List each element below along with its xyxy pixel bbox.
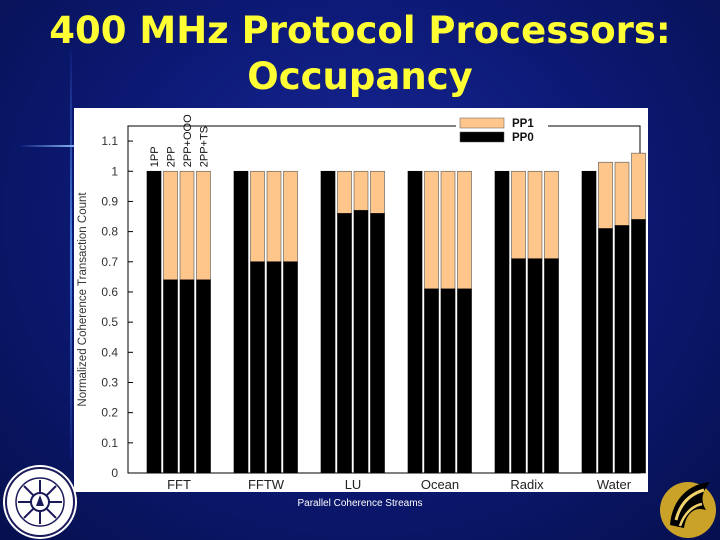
bar-pp0-2-2 — [353, 210, 369, 474]
chart-panel: 0 0.1 0.2 0.3 0.4 0.5 0.6 0.7 0.8 0.9 1 1.1 Normaliz… — [74, 108, 648, 492]
y-tick-label-3: 0.3 — [101, 375, 118, 389]
category-label-0: FFT — [167, 477, 191, 492]
y-tick-label-2: 0.2 — [101, 406, 118, 420]
category-label-5: Water — [597, 477, 632, 492]
bar-pp0-2-1 — [337, 213, 352, 474]
bar-pp1-2-1 — [337, 170, 352, 214]
y-tick-label-10: 1 — [111, 164, 118, 178]
bar-pp1-3-2 — [440, 170, 456, 290]
bar-pp0-5-2 — [614, 225, 630, 474]
bar-pp1-2-2 — [353, 170, 369, 211]
bar-pp0-5-1 — [598, 228, 613, 474]
category-label-1: FFTW — [248, 477, 285, 492]
bar-pp1-5-3 — [631, 152, 646, 220]
bar-pp0-2-0 — [320, 170, 336, 474]
slide-title: 400 MHz Protocol Processors: Occupancy — [0, 8, 720, 100]
bar-pp1-0-1 — [163, 170, 178, 281]
bar-pp1-3-1 — [424, 170, 439, 290]
y-tick-label-7: 0.7 — [101, 255, 118, 269]
y-tick-label-6: 0.6 — [101, 285, 118, 299]
category-label-4: Radix — [510, 477, 544, 492]
slide-footer: Parallel Coherence Streams — [297, 498, 423, 509]
legend-swatch-pp1 — [459, 117, 505, 129]
pegasus-logo — [660, 482, 716, 538]
config-label-2: 2PP+OOO — [182, 114, 194, 167]
y-tick-label-1: 0.1 — [101, 436, 118, 450]
bar-pp1-5-1 — [598, 161, 613, 229]
y-tick-label-5: 0.5 — [101, 315, 118, 329]
occupancy-chart: 0 0.1 0.2 0.3 0.4 0.5 0.6 0.7 0.8 0.9 1 1.1 Normaliz… — [77, 114, 646, 492]
bar-pp0-5-3 — [631, 219, 646, 474]
bar-pp0-0-0 — [146, 170, 162, 474]
bar-pp1-4-2 — [527, 170, 543, 260]
y-tick-label-9: 0.9 — [101, 194, 118, 208]
bar-pp0-3-1 — [424, 288, 439, 474]
bar-pp0-4-1 — [511, 258, 526, 474]
y-tick-label-8: 0.8 — [101, 225, 118, 239]
institute-seal-logo — [3, 465, 77, 539]
config-label-0: 1PP — [149, 146, 161, 167]
legend-swatch-pp0 — [459, 131, 505, 143]
bar-pp1-3-3 — [457, 170, 472, 290]
category-label-3: Ocean — [421, 477, 459, 492]
bar-pp1-1-3 — [283, 170, 298, 263]
slide-title-line-1: 400 MHz Protocol Processors: — [49, 9, 671, 52]
bar-pp0-1-3 — [283, 261, 298, 474]
bar-pp0-2-3 — [370, 213, 385, 474]
decorative-vertical-line — [70, 50, 72, 460]
bar-pp0-0-3 — [196, 279, 211, 474]
bar-pp0-5-0 — [581, 170, 597, 474]
bar-pp0-4-3 — [544, 258, 559, 474]
bar-pp0-1-1 — [250, 261, 265, 474]
bar-pp0-4-0 — [494, 170, 510, 474]
y-axis-label: Normalized Coherence Transaction Count — [77, 192, 89, 407]
bar-pp0-1-0 — [233, 170, 249, 474]
legend-label-pp1: PP1 — [512, 118, 534, 130]
config-label-1: 2PP — [166, 146, 178, 167]
bar-pp0-4-2 — [527, 258, 543, 474]
bar-pp1-0-2 — [179, 170, 195, 281]
y-tick-label-4: 0.4 — [101, 345, 118, 359]
y-tick-label-11: 1.1 — [101, 134, 118, 148]
bar-pp0-3-0 — [407, 170, 423, 474]
bar-pp1-2-3 — [370, 170, 385, 214]
legend-label-pp0: PP0 — [512, 132, 534, 144]
bar-pp1-1-1 — [250, 170, 265, 263]
bar-pp1-0-3 — [196, 170, 211, 281]
y-tick-label-0: 0 — [111, 466, 118, 480]
bar-pp1-4-3 — [544, 170, 559, 260]
bar-pp0-1-2 — [266, 261, 282, 474]
bar-pp0-3-2 — [440, 288, 456, 474]
bar-pp0-0-1 — [163, 279, 178, 474]
category-label-2: LU — [345, 477, 362, 492]
slide-title-line-2: Occupancy — [247, 55, 473, 98]
bar-pp1-4-1 — [511, 170, 526, 260]
bar-pp1-5-2 — [614, 161, 630, 226]
bar-pp1-1-2 — [266, 170, 282, 263]
bar-pp0-3-3 — [457, 288, 472, 474]
bar-pp0-0-2 — [179, 279, 195, 474]
config-label-3: 2PP+TS — [199, 126, 211, 167]
